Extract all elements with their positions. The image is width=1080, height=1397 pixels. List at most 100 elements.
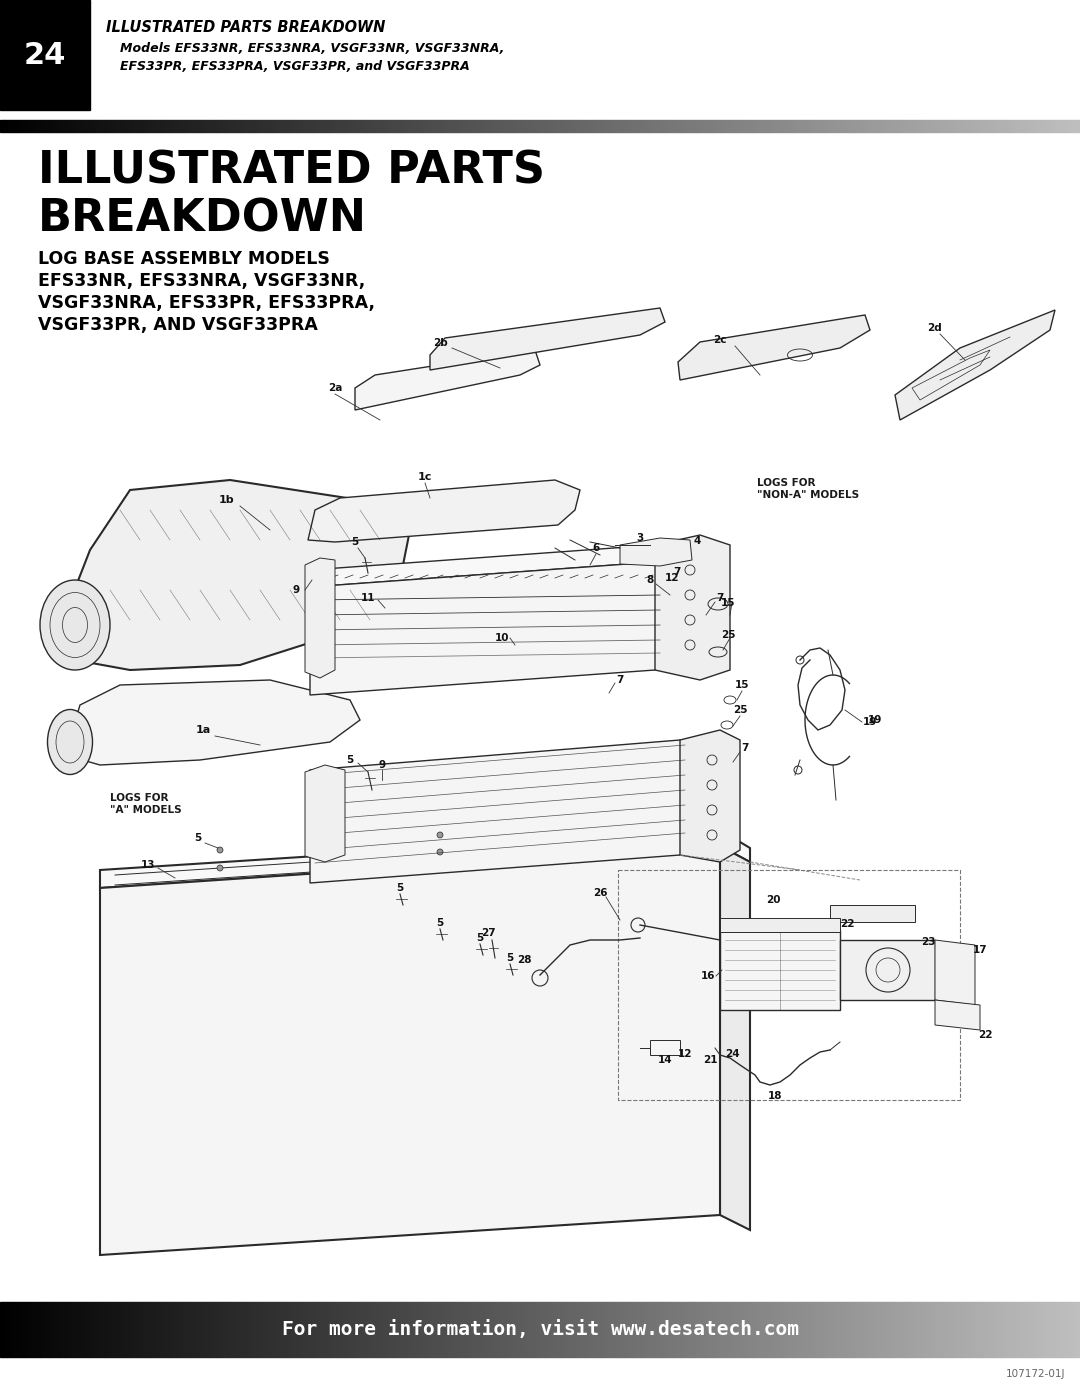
Bar xyxy=(384,120,389,131)
Bar xyxy=(3,1302,8,1356)
Bar xyxy=(313,1302,316,1356)
Bar xyxy=(267,1302,270,1356)
Bar xyxy=(680,1302,684,1356)
Bar xyxy=(958,1302,961,1356)
Bar xyxy=(1032,120,1037,131)
Bar xyxy=(504,1302,508,1356)
Bar xyxy=(918,1302,921,1356)
Bar xyxy=(104,120,108,131)
Bar xyxy=(594,1302,597,1356)
Bar xyxy=(933,120,937,131)
Bar xyxy=(151,120,156,131)
Bar xyxy=(397,120,402,131)
Bar xyxy=(994,120,998,131)
Bar xyxy=(600,120,605,131)
Bar xyxy=(441,120,445,131)
Bar xyxy=(191,1302,194,1356)
Bar xyxy=(69,120,73,131)
Bar xyxy=(514,120,518,131)
Bar xyxy=(929,120,933,131)
Bar xyxy=(639,120,644,131)
Polygon shape xyxy=(310,545,680,587)
Bar xyxy=(35,120,39,131)
Bar xyxy=(683,120,687,131)
Bar xyxy=(889,1302,893,1356)
Bar xyxy=(432,1302,435,1356)
Bar xyxy=(910,1302,915,1356)
Bar xyxy=(428,120,432,131)
Bar xyxy=(518,1302,522,1356)
Bar xyxy=(1045,120,1050,131)
Bar xyxy=(97,1302,100,1356)
Bar xyxy=(190,120,194,131)
Bar xyxy=(168,120,173,131)
Bar xyxy=(1071,120,1076,131)
Bar xyxy=(95,120,99,131)
Bar xyxy=(588,120,592,131)
Bar xyxy=(1015,120,1020,131)
Bar xyxy=(702,1302,705,1356)
Bar xyxy=(688,1302,691,1356)
Bar xyxy=(975,1302,980,1356)
Bar xyxy=(91,120,95,131)
Bar xyxy=(724,1302,727,1356)
Text: 24: 24 xyxy=(24,41,66,70)
Text: 5: 5 xyxy=(507,953,514,963)
Bar xyxy=(227,1302,230,1356)
Bar xyxy=(1072,1302,1077,1356)
Bar xyxy=(497,120,501,131)
Text: 7: 7 xyxy=(716,592,724,604)
Polygon shape xyxy=(840,940,935,1000)
Bar xyxy=(354,120,359,131)
Bar xyxy=(501,120,505,131)
Bar xyxy=(842,1302,846,1356)
Bar xyxy=(213,1302,216,1356)
Bar xyxy=(255,120,259,131)
Bar xyxy=(94,1302,97,1356)
Bar xyxy=(872,1302,875,1356)
Text: 5: 5 xyxy=(351,536,359,548)
Bar xyxy=(1044,1302,1048,1356)
Bar xyxy=(678,120,683,131)
Bar xyxy=(0,0,90,110)
Bar xyxy=(1050,120,1054,131)
Bar xyxy=(311,120,315,131)
Bar xyxy=(522,1302,526,1356)
Bar xyxy=(458,120,462,131)
Bar xyxy=(687,120,691,131)
Circle shape xyxy=(217,865,222,870)
Bar xyxy=(299,1302,302,1356)
Text: 6: 6 xyxy=(592,543,599,553)
Bar xyxy=(393,120,397,131)
Bar xyxy=(921,1302,926,1356)
Bar xyxy=(896,1302,900,1356)
Bar xyxy=(436,120,441,131)
Bar xyxy=(380,120,384,131)
Text: 9: 9 xyxy=(378,760,386,770)
Bar xyxy=(268,120,272,131)
Bar xyxy=(138,120,143,131)
Bar xyxy=(1001,1302,1004,1356)
Bar xyxy=(907,120,912,131)
Bar xyxy=(756,120,760,131)
Bar xyxy=(972,1302,975,1356)
Bar xyxy=(795,120,799,131)
Bar xyxy=(570,120,575,131)
Text: 15: 15 xyxy=(734,680,750,690)
Bar xyxy=(631,120,635,131)
Bar xyxy=(353,1302,356,1356)
Bar xyxy=(963,120,968,131)
Bar xyxy=(419,120,423,131)
Bar xyxy=(544,120,549,131)
Bar xyxy=(184,1302,187,1356)
Bar xyxy=(782,120,786,131)
Text: 2d: 2d xyxy=(928,323,943,332)
Bar xyxy=(727,1302,731,1356)
Bar xyxy=(773,120,778,131)
Bar xyxy=(1055,1302,1058,1356)
Bar xyxy=(212,120,216,131)
Bar xyxy=(742,1302,745,1356)
Bar xyxy=(454,1302,457,1356)
Text: 1c: 1c xyxy=(418,472,432,482)
Bar xyxy=(475,1302,478,1356)
